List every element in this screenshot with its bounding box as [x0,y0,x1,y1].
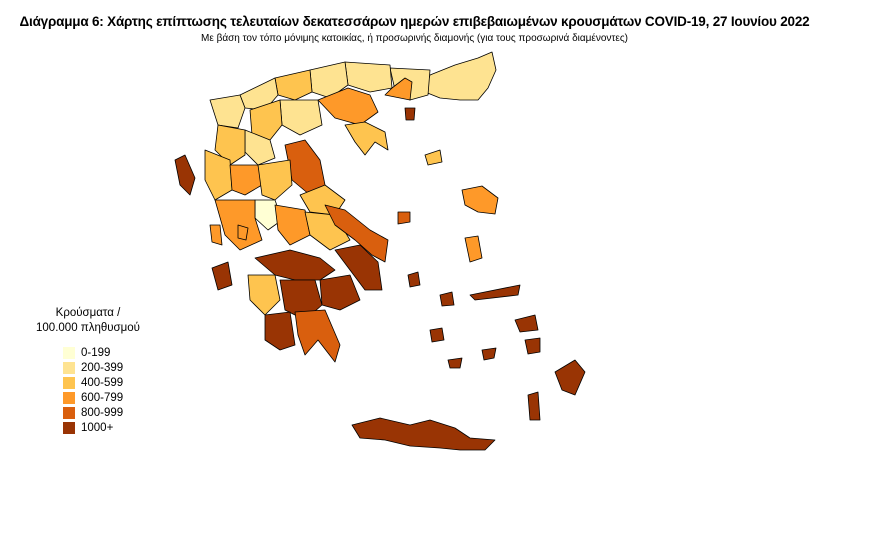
legend-item: 600-799 [63,390,148,405]
region [274,204,311,246]
region [279,99,323,136]
legend-item: 1000+ [63,420,148,435]
region [384,77,413,101]
legend-label: 400-599 [81,376,124,389]
legend-item: 800-999 [63,405,148,420]
island [439,291,455,307]
legend-label: 200-399 [81,361,124,374]
legend-title-line1: Κρούσματα / [55,307,121,319]
legend-swatch [63,361,75,374]
legend-title-line2: 100.000 πληθυσμού [36,322,140,334]
region [214,124,246,166]
island [404,107,416,121]
legend-label: 600-799 [81,391,124,404]
island [461,185,499,215]
island [174,154,196,196]
legend-label: 800-999 [81,406,124,419]
region [324,204,389,263]
island [407,271,421,288]
island [481,347,497,361]
map-title: Διάγραμμα 6: Χάρτης επίπτωσης τελευταίων… [19,14,810,29]
island [351,417,496,451]
legend-item: 200-399 [63,360,148,375]
island [527,391,541,421]
island [424,149,443,166]
legend-label: 1000+ [81,421,114,434]
region [247,274,281,316]
region [344,61,393,93]
region [209,94,246,129]
island [397,211,411,225]
legend-label: 0-199 [81,346,111,359]
island [209,224,223,246]
region [319,274,361,311]
island [447,357,463,369]
legend-swatch [63,346,75,359]
region [254,249,336,281]
island [464,235,483,263]
island [429,327,445,343]
island [524,337,541,355]
region [274,69,313,101]
island [514,314,539,333]
region [264,311,296,351]
map-subtitle: Με βάση τον τόπο μόνιμης κατοικίας, ή πρ… [201,33,628,44]
island [554,359,586,396]
region [334,244,383,291]
region [257,159,293,201]
region [249,99,283,141]
legend-item: 400-599 [63,375,148,390]
legend-swatch [63,406,75,419]
legend-item: 0-199 [63,345,148,360]
legend-swatch [63,421,75,434]
island [469,284,521,301]
island [237,224,249,241]
region [344,121,389,156]
region [294,309,341,363]
region [229,164,263,196]
region [424,51,497,101]
region [204,149,233,201]
island [211,261,233,291]
region [317,87,379,126]
legend: Κρούσματα / 100.000 πληθυσμού 0-199 200-3… [36,306,148,435]
legend-swatch [63,391,75,404]
legend-swatch [63,376,75,389]
